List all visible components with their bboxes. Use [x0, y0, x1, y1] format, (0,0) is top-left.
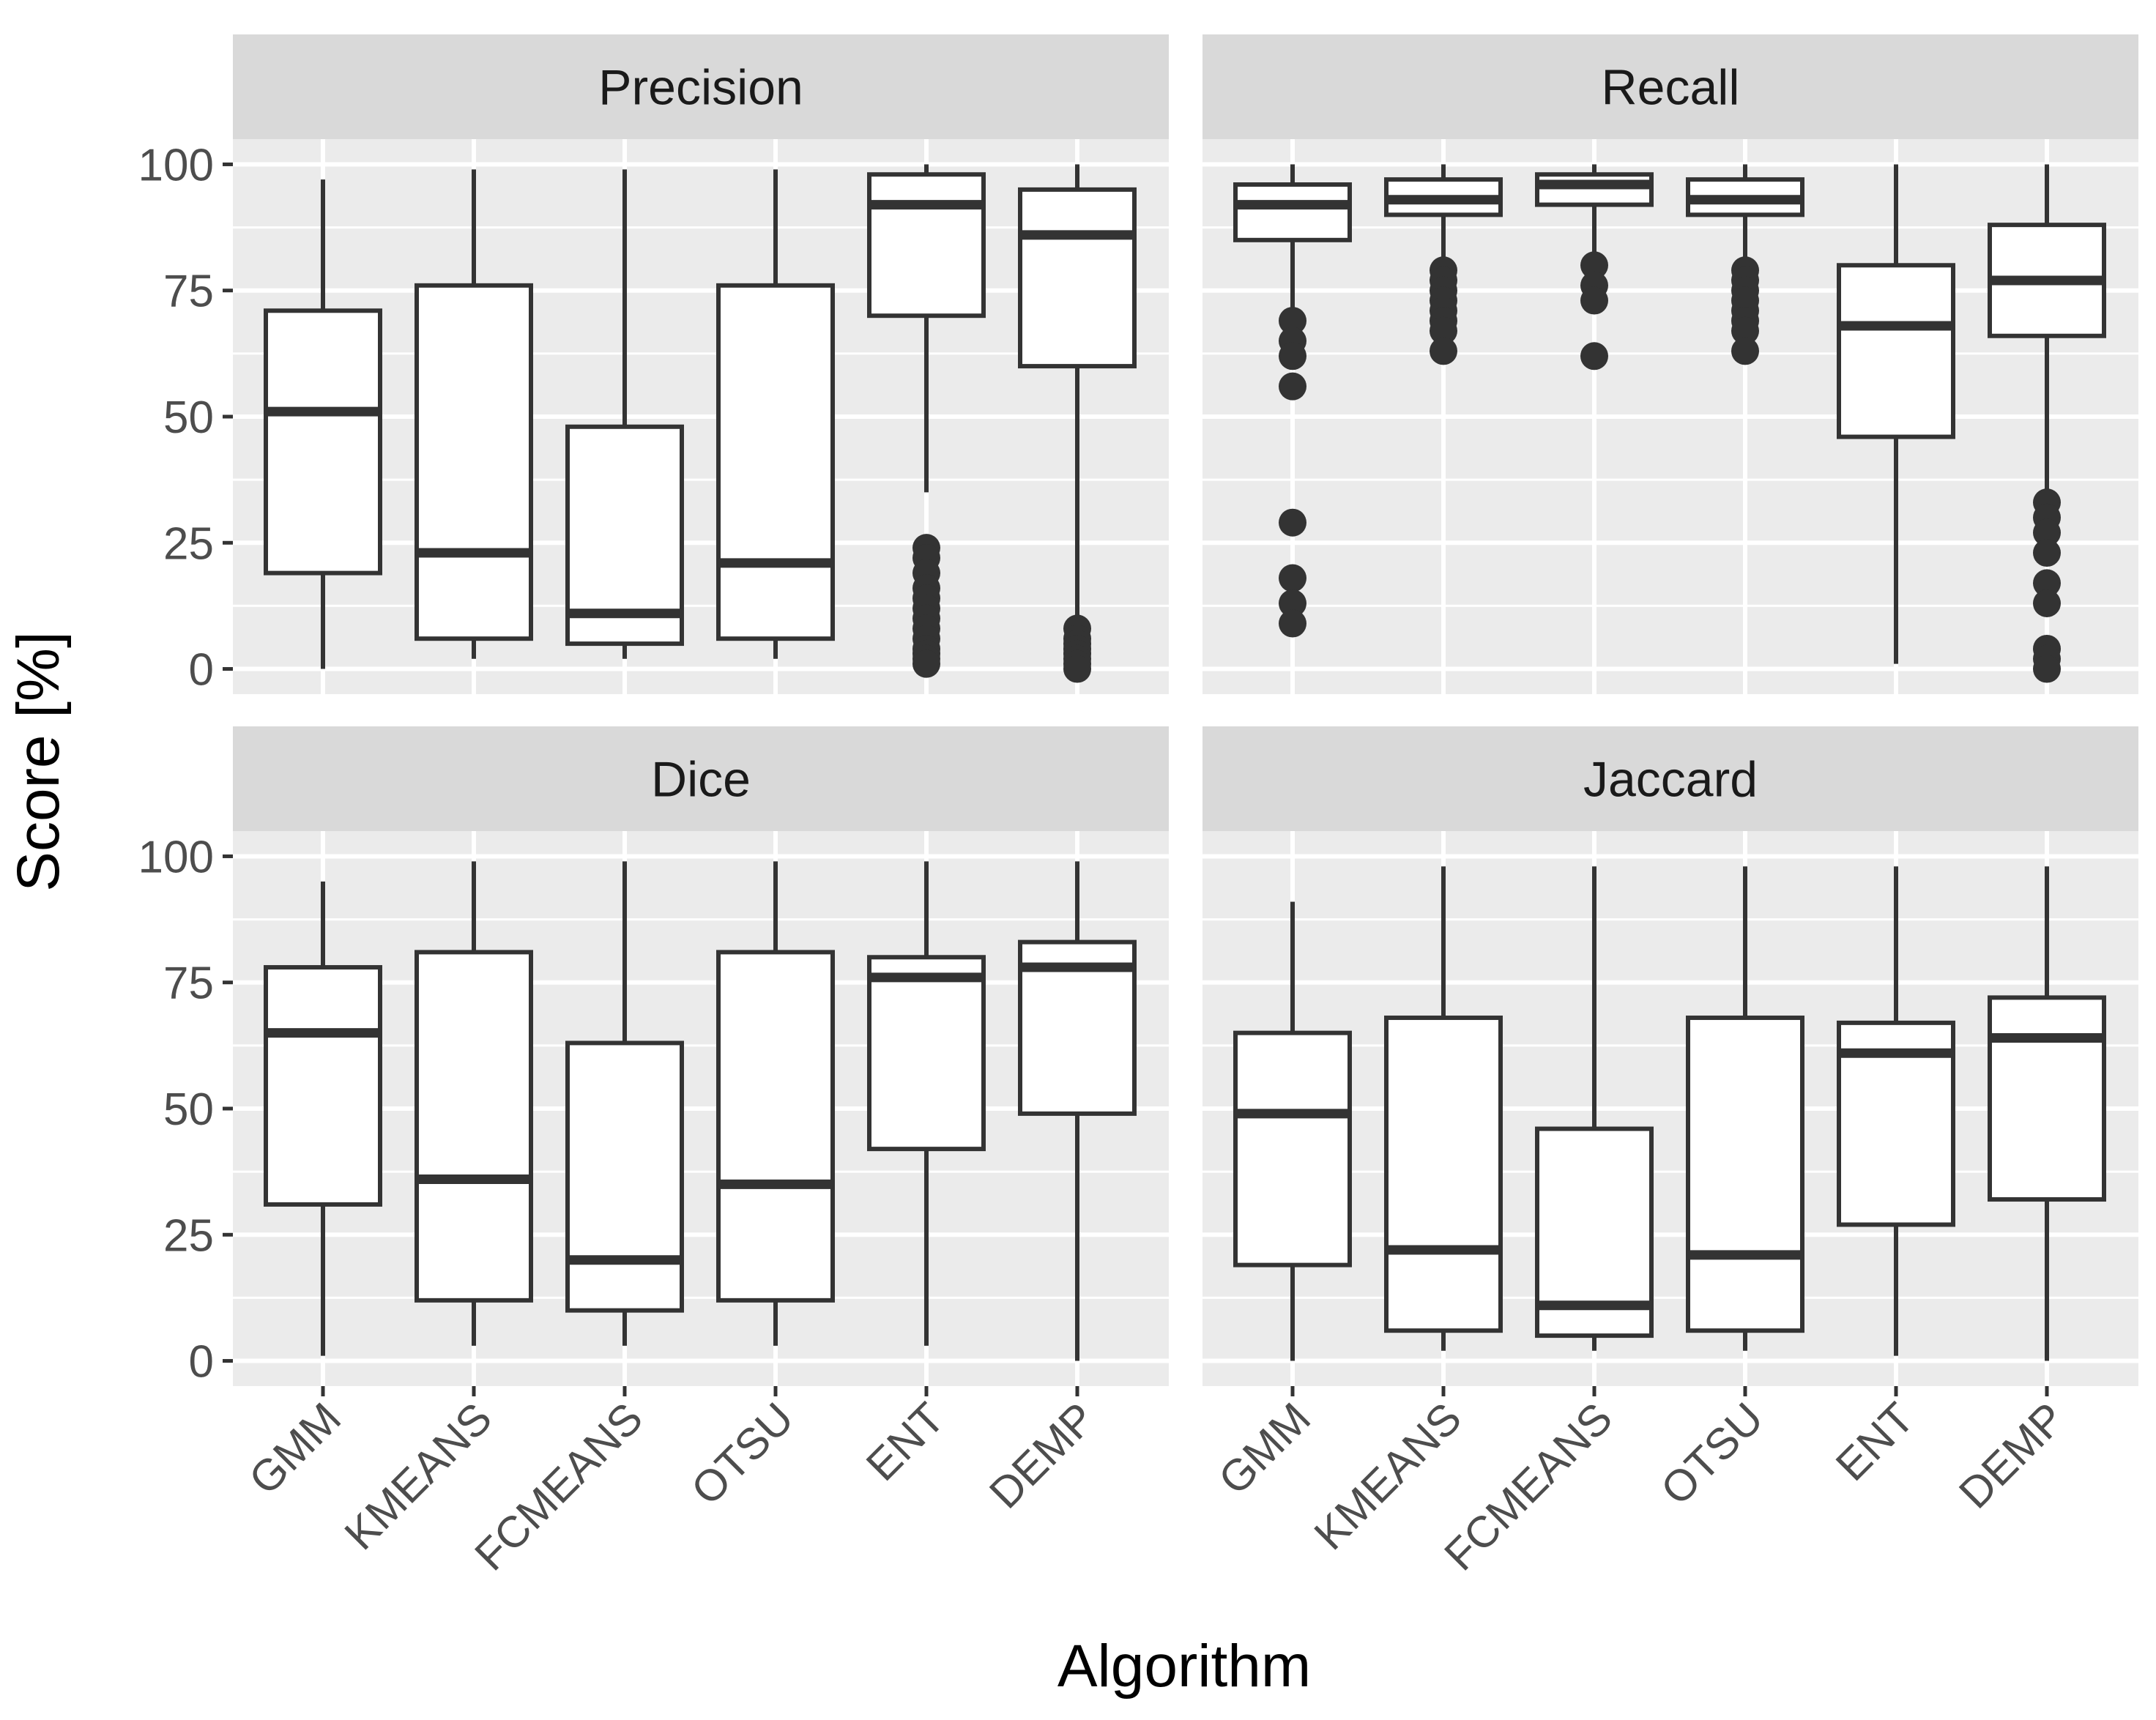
outlier-point	[2033, 518, 2061, 547]
box-kmeans	[415, 169, 533, 659]
outlier-point	[1063, 655, 1091, 683]
box-demp	[1988, 866, 2106, 1361]
iqr-box	[867, 172, 986, 319]
facet-title: Precision	[598, 60, 803, 116]
outlier-point	[1731, 316, 1759, 345]
facet-strip	[233, 726, 1169, 831]
box-gmm	[1233, 164, 1352, 638]
outlier-point	[2033, 569, 2061, 597]
outlier-point	[1430, 337, 1457, 365]
facet-title: Dice	[651, 752, 751, 808]
iqr-box	[264, 308, 382, 576]
facet-strip	[233, 34, 1169, 139]
box-demp	[1988, 164, 2106, 683]
y-tick-label: 75	[163, 267, 214, 317]
outlier-point	[1279, 564, 1306, 592]
iqr-box	[716, 950, 835, 1303]
iqr-box	[415, 283, 533, 641]
outlier-point	[912, 649, 940, 678]
outlier-point	[2033, 589, 2061, 617]
outlier-point	[1580, 342, 1608, 371]
box-otsu	[1686, 866, 1804, 1351]
iqr-box	[1535, 172, 1654, 207]
y-tick-label: 0	[189, 645, 214, 696]
y-tick-label: 100	[138, 832, 214, 882]
box-fcmeans	[565, 861, 684, 1346]
box-demp	[1018, 164, 1137, 683]
iqr-box	[1384, 1015, 1503, 1333]
iqr-box	[1837, 263, 1955, 439]
outlier-point	[2033, 539, 2061, 567]
outlier-point	[1279, 508, 1306, 537]
y-tick-label: 0	[189, 1337, 214, 1388]
y-tick-label: 25	[163, 518, 214, 569]
box-otsu	[716, 169, 835, 659]
y-tick-label: 50	[163, 1084, 214, 1135]
panels-layer: Precision0255075100RecallDice0255075100G…	[138, 34, 2138, 1580]
outlier-point	[1279, 307, 1306, 335]
outlier-point	[1279, 589, 1306, 617]
box-gmm	[264, 179, 382, 669]
iqr-box	[565, 424, 684, 647]
box-ent	[867, 164, 986, 678]
facet-title: Recall	[1602, 60, 1740, 116]
iqr-box	[716, 283, 835, 641]
outlier-point	[1580, 286, 1608, 315]
outlier-point	[1731, 337, 1759, 365]
facet-panel-recall: Recall	[1202, 34, 2138, 694]
iqr-box	[264, 965, 382, 1207]
outlier-point	[1279, 609, 1306, 638]
box-ent	[1837, 164, 1955, 664]
x-axis-title: Algorithm	[1057, 1633, 1311, 1699]
iqr-box	[1233, 182, 1352, 242]
iqr-box	[867, 955, 986, 1152]
box-otsu	[1686, 164, 1804, 365]
iqr-box	[565, 1040, 684, 1313]
outlier-point	[1279, 372, 1306, 401]
y-tick-label: 50	[163, 392, 214, 443]
box-kmeans	[1384, 866, 1503, 1351]
box-gmm	[1233, 901, 1352, 1361]
box-fcmeans	[1535, 866, 1654, 1351]
iqr-box	[415, 950, 533, 1303]
box-kmeans	[1384, 164, 1503, 365]
box-kmeans	[415, 861, 533, 1346]
outlier-point	[1580, 251, 1608, 280]
box-otsu	[716, 861, 835, 1346]
outlier-point	[1279, 342, 1306, 371]
iqr-box	[1686, 1015, 1804, 1333]
y-tick-label: 100	[138, 140, 214, 190]
y-tick-label: 25	[163, 1210, 214, 1261]
y-axis-title: Score [%]	[5, 631, 72, 891]
facet-title: Jaccard	[1583, 752, 1758, 808]
facet-strip	[1202, 726, 2138, 831]
y-tick-label: 75	[163, 958, 214, 1009]
box-fcmeans	[565, 169, 684, 659]
box-fcmeans	[1535, 164, 1654, 371]
box-ent	[867, 861, 986, 1346]
iqr-box	[1988, 995, 2106, 1202]
outlier-point	[1430, 316, 1457, 345]
box-gmm	[264, 881, 382, 1356]
iqr-box	[1018, 187, 1137, 369]
box-ent	[1837, 866, 1955, 1356]
outlier-point	[2033, 655, 2061, 683]
facet-strip	[1202, 34, 2138, 139]
facet-panel-precision: Precision 0 25 50 75 100	[138, 34, 1169, 696]
box-demp	[1018, 861, 1137, 1361]
iqr-box	[1233, 1030, 1352, 1267]
